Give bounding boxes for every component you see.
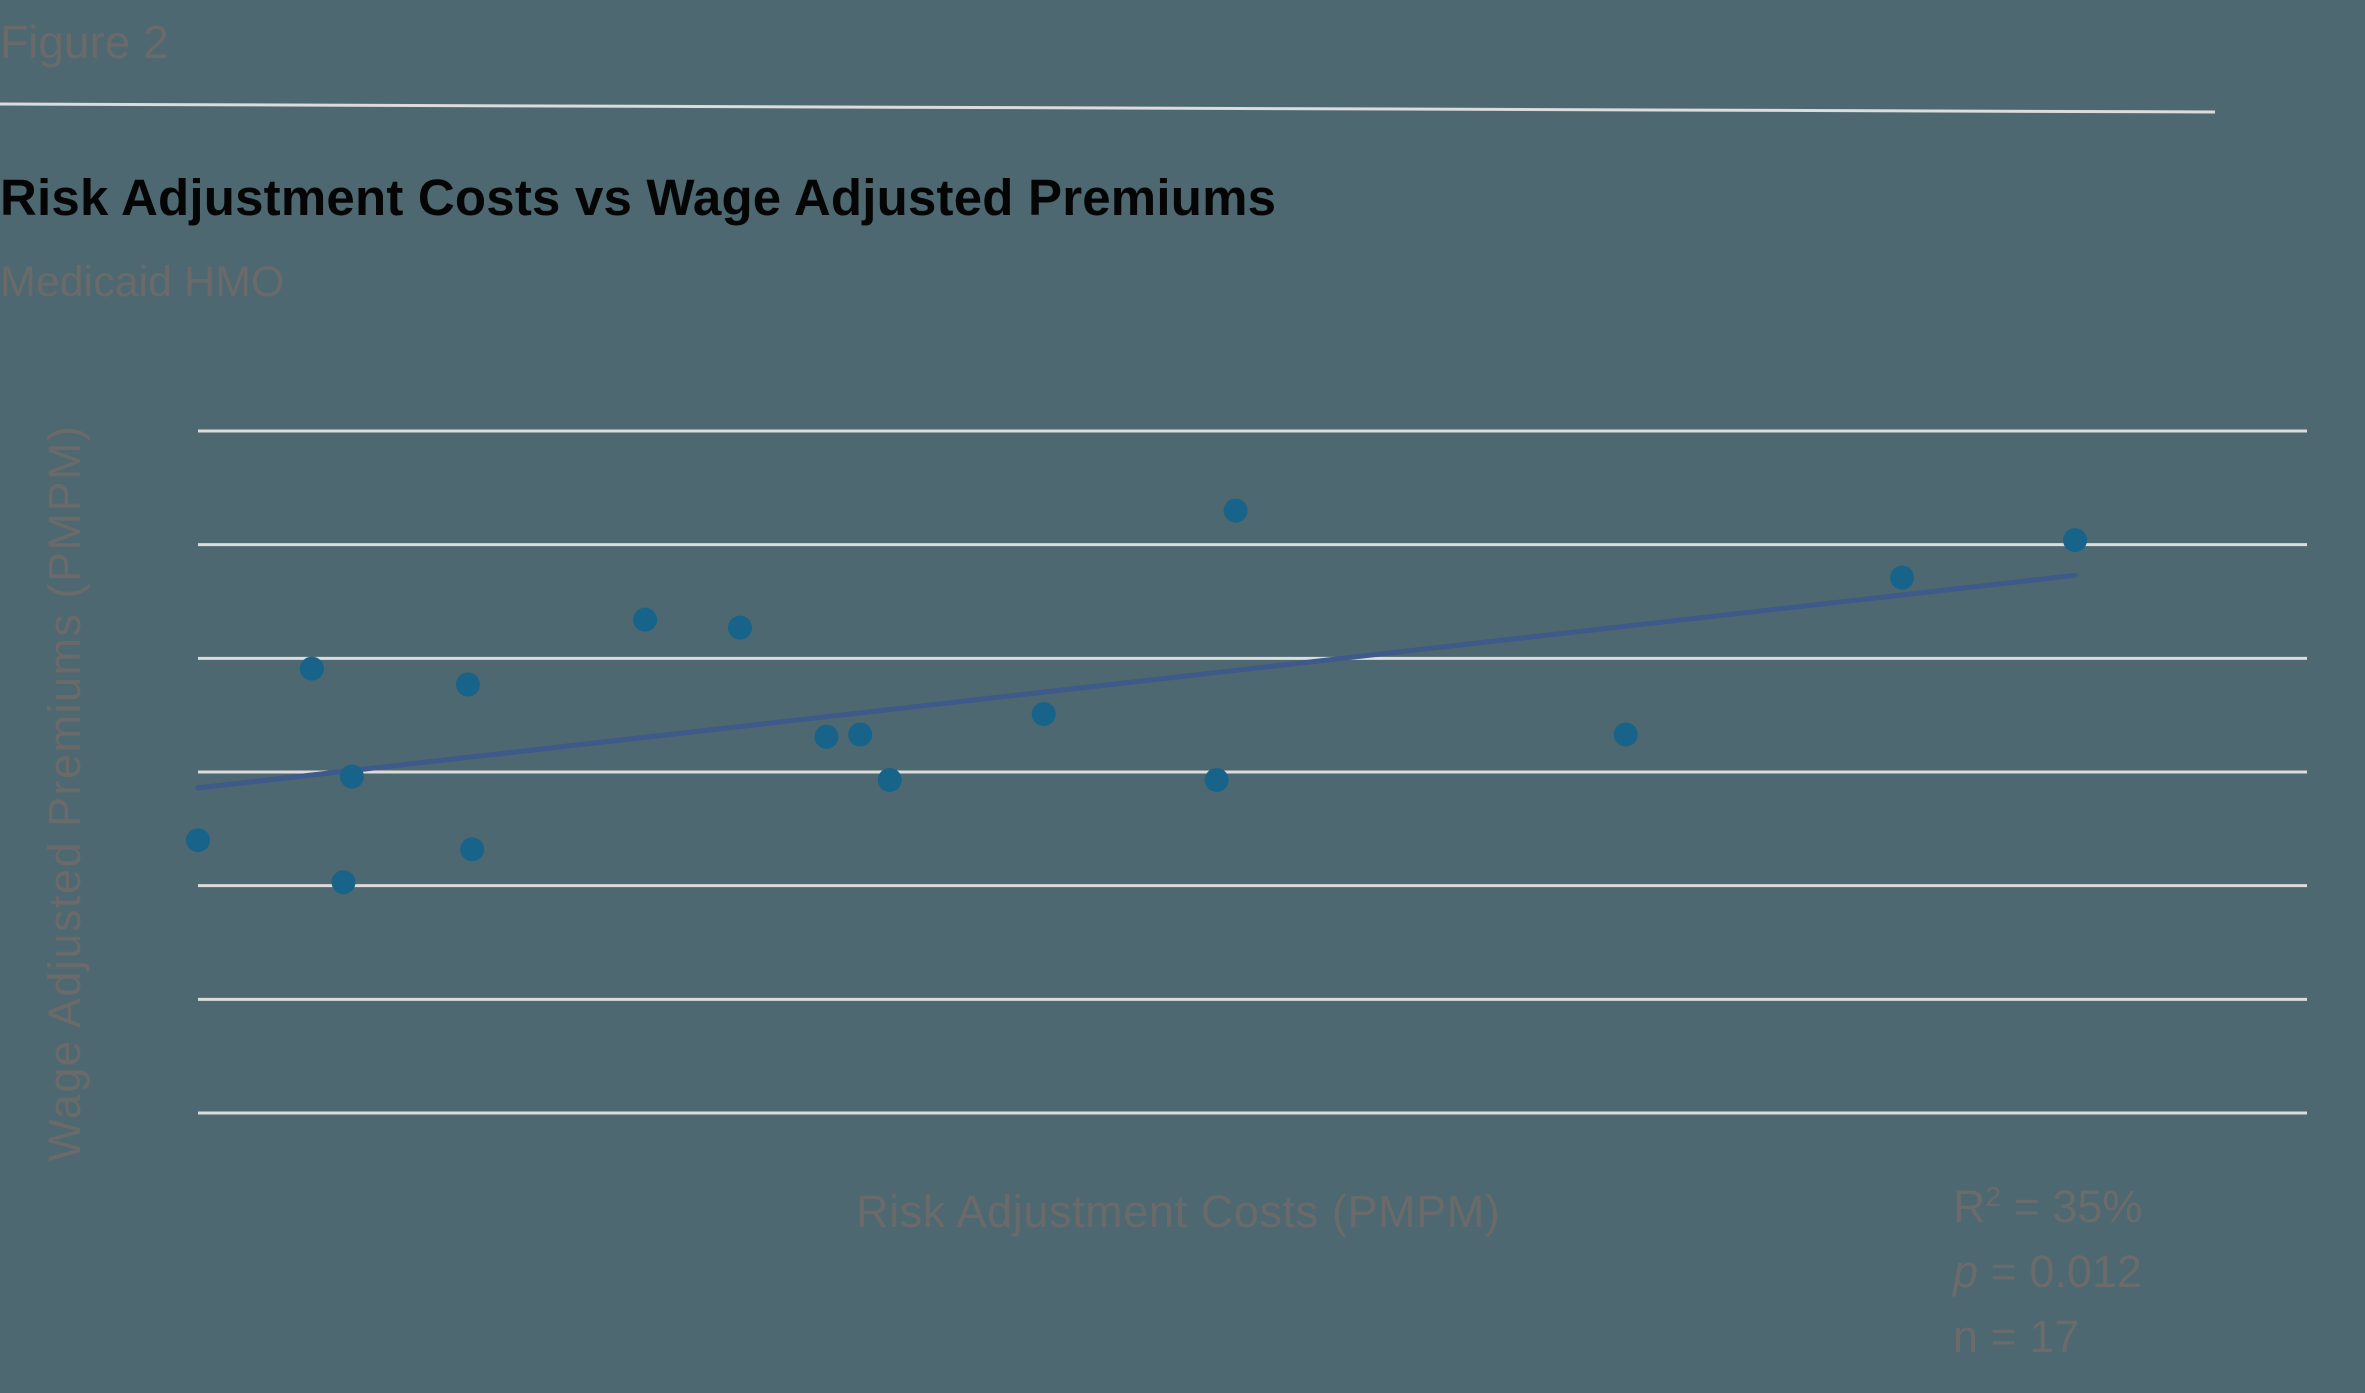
- data-point: [460, 837, 485, 862]
- regression-stats: R2 = 35% p = 0.012 n = 17: [1953, 1174, 2142, 1369]
- data-points: [186, 498, 2088, 895]
- data-point: [186, 828, 210, 853]
- trendline: [195, 572, 2078, 791]
- chart-subtitle: Medicaid HMO: [0, 258, 285, 306]
- y-axis-label: Wage Adjusted Premiums (PMPM): [39, 424, 90, 1162]
- figure-label: Figure 2: [0, 16, 169, 68]
- data-point: [299, 656, 324, 681]
- data-point: [1204, 767, 1229, 792]
- data-point: [1890, 565, 1915, 590]
- data-point: [728, 615, 753, 640]
- data-point: [455, 672, 480, 697]
- data-point: [1031, 702, 1056, 727]
- p-value-stat: p = 0.012: [1953, 1246, 2142, 1297]
- data-point: [1223, 498, 1248, 523]
- header-divider: [0, 102, 2216, 114]
- data-point: [877, 767, 902, 792]
- r-squared-stat: R2 = 35%: [1953, 1181, 2143, 1232]
- data-point: [633, 607, 658, 632]
- n-count-stat: n = 17: [1953, 1311, 2080, 1362]
- gridlines: [198, 429, 2307, 1115]
- regression-line: [195, 572, 2078, 791]
- data-point: [1613, 722, 1638, 747]
- data-point: [2063, 528, 2088, 553]
- x-axis-label: Risk Adjustment Costs (PMPM): [856, 1186, 1501, 1237]
- data-point: [814, 724, 839, 749]
- data-point: [848, 722, 873, 747]
- data-point: [331, 870, 356, 895]
- data-point: [339, 764, 364, 789]
- chart-title: Risk Adjustment Costs vs Wage Adjusted P…: [0, 169, 1277, 226]
